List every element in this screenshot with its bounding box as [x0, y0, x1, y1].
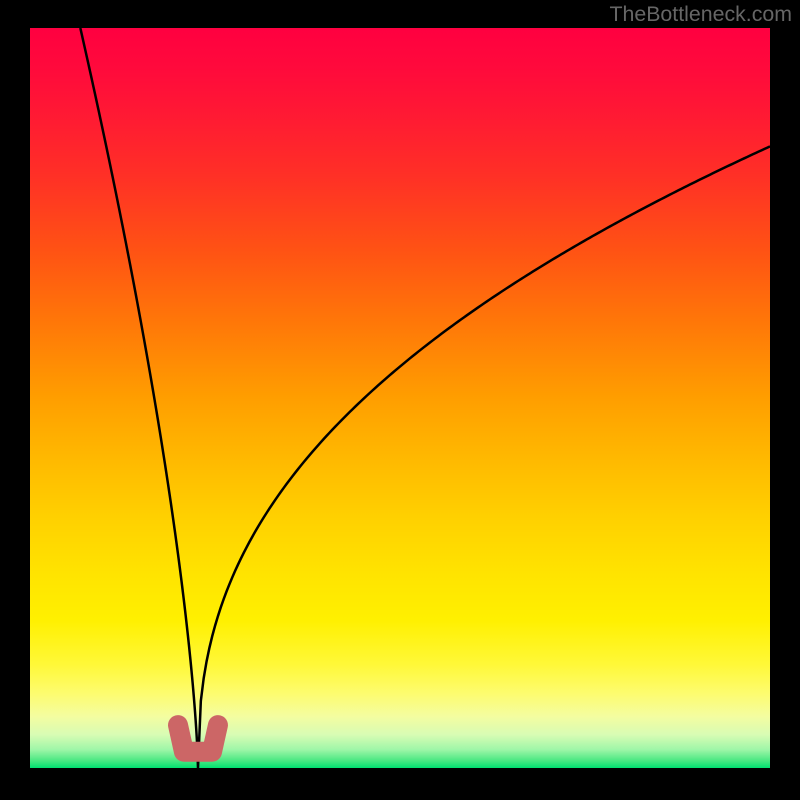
chart-canvas: TheBottleneck.com	[0, 0, 800, 800]
bottleneck-chart-svg	[0, 0, 800, 800]
attribution-text: TheBottleneck.com	[609, 2, 792, 27]
plot-background-gradient	[30, 28, 770, 768]
